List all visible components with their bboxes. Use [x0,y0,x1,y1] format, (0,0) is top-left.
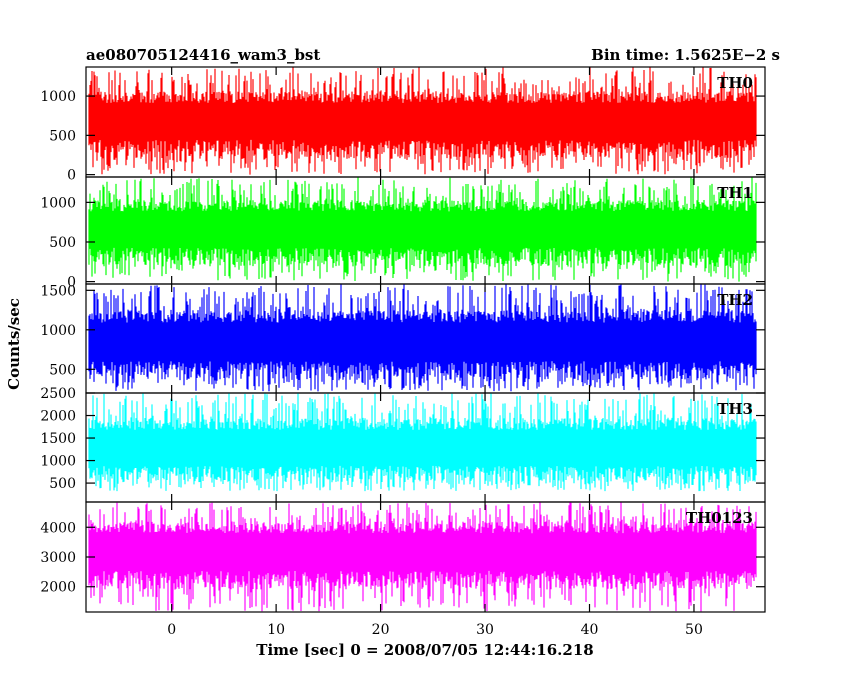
panel-th2: 500 1000 1500 TH2 [40,283,766,394]
chart-title: ae080705124416_wam3_bst [86,46,320,64]
series-th2 [88,284,757,392]
x-tick-label: 40 [581,622,599,638]
bin-time-label: Bin time: 1.5625E−2 s [591,46,780,64]
series-label-th1: TH1 [717,184,753,202]
x-axis-label: Time [sec] 0 = 2008/07/05 12:44:16.218 [256,641,593,659]
series-th0123 [88,502,757,612]
series-label-th2: TH2 [717,291,753,309]
x-tick-label: 30 [476,622,494,638]
x-tick-label: 50 [685,622,703,638]
series-th1 [88,177,757,282]
series-th0 [88,67,757,175]
y-tick-label: 4000 [40,520,76,536]
y-tick-label: 2000 [40,580,76,596]
y-tick-label: 2000 [40,409,76,425]
y-tick-label: 500 [49,235,76,251]
y-tick-label: 1000 [40,195,76,211]
x-tick-label: 10 [267,622,285,638]
series-th3 [88,393,757,492]
y-axis-label: Counts/sec [5,298,23,390]
y-tick-label: 0 [67,275,76,291]
x-tick-label: 0 [167,622,176,638]
y-tick-label: 1000 [40,89,76,105]
x-tick-label: 20 [372,622,390,638]
panel-th0: 0 500 1000 TH0 [40,66,766,184]
panel-th3: 500 1000 1500 2000 2500 TH3 [40,386,766,503]
y-tick-label: 1000 [40,454,76,470]
series-label-th0: TH0 [717,74,753,92]
panel-th1: 0 500 1000 TH1 [40,176,766,291]
y-tick-label: 500 [49,476,76,492]
y-tick-label: 500 [49,128,76,144]
y-tick-label: 0 [67,168,76,184]
y-tick-label: 500 [49,362,76,378]
series-label-th0123: TH0123 [686,509,753,527]
y-tick-label: 1500 [40,431,76,447]
y-tick-label: 3000 [40,550,76,566]
panel-th0123: 2000 3000 4000 TH0123 [40,501,766,613]
y-tick-label: 1500 [40,283,76,299]
series-label-th3: TH3 [717,400,753,418]
y-tick-label: 2500 [40,386,76,402]
y-tick-label: 1000 [40,323,76,339]
